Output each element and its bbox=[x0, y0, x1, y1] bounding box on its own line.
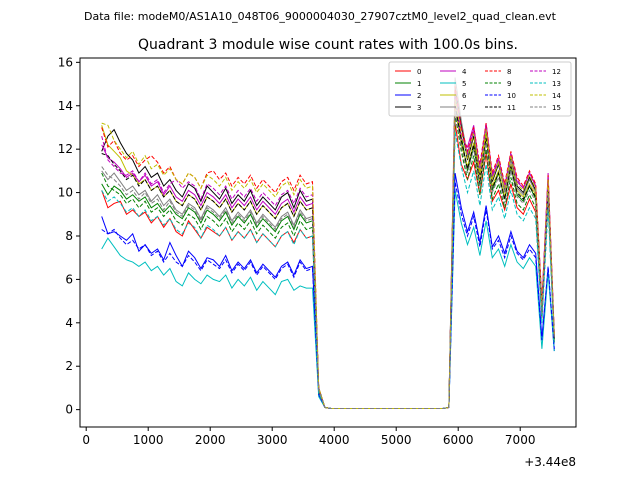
series-layer bbox=[101, 77, 555, 410]
legend-label-2: 2 bbox=[417, 92, 421, 100]
y-tick-label: 6 bbox=[65, 272, 73, 286]
x-tick-label: 7000 bbox=[505, 433, 536, 447]
legend-label-3: 3 bbox=[417, 104, 421, 112]
y-tick-label: 2 bbox=[65, 359, 73, 373]
plot-area-frame bbox=[79, 57, 577, 428]
chart-title: Quadrant 3 module wise count rates with … bbox=[138, 37, 518, 53]
series-line-14 bbox=[101, 99, 555, 410]
y-tick-label: 8 bbox=[65, 229, 73, 243]
x-tick-label: 4000 bbox=[319, 433, 350, 447]
legend-label-1: 1 bbox=[417, 80, 421, 88]
legend-label-9: 9 bbox=[507, 80, 511, 88]
legend-label-7: 7 bbox=[462, 104, 466, 112]
y-tick-label: 4 bbox=[65, 316, 73, 330]
series-line-13 bbox=[101, 131, 555, 410]
y-axis: 0 2 4 6 8 10 12 14 16 bbox=[58, 55, 80, 417]
legend-label-13: 13 bbox=[552, 80, 561, 88]
series-line-15 bbox=[101, 110, 555, 410]
legend-label-6: 6 bbox=[462, 92, 467, 100]
legend-label-10: 10 bbox=[507, 92, 516, 100]
y-tick-label: 10 bbox=[58, 186, 73, 200]
legend-label-14: 14 bbox=[552, 92, 561, 100]
legend-label-11: 11 bbox=[507, 104, 516, 112]
x-tick-label: 3000 bbox=[257, 433, 288, 447]
x-axis: 0 1000 2000 3000 4000 5000 6000 7000 bbox=[82, 427, 535, 447]
y-tick-label: 16 bbox=[58, 55, 73, 69]
figure-suptitle: Data file: modeM0/AS1A10_048T06_90000040… bbox=[84, 10, 557, 23]
x-tick-label: 0 bbox=[82, 433, 90, 447]
x-tick-label: 1000 bbox=[133, 433, 164, 447]
x-axis-offset-text: +3.44e8 bbox=[524, 455, 576, 469]
legend-box bbox=[388, 61, 572, 117]
legend-label-15: 15 bbox=[552, 104, 561, 112]
y-tick-label: 0 bbox=[65, 403, 73, 417]
legend-label-5: 5 bbox=[462, 80, 466, 88]
legend-label-12: 12 bbox=[552, 68, 561, 76]
y-tick-label: 14 bbox=[58, 99, 73, 113]
x-tick-label: 2000 bbox=[195, 433, 226, 447]
legend-label-0: 0 bbox=[417, 68, 421, 76]
y-tick-label: 12 bbox=[58, 142, 73, 156]
x-tick-label: 6000 bbox=[443, 433, 474, 447]
legend-label-8: 8 bbox=[507, 68, 511, 76]
legend-label-4: 4 bbox=[462, 68, 467, 76]
x-tick-label: 5000 bbox=[381, 433, 412, 447]
